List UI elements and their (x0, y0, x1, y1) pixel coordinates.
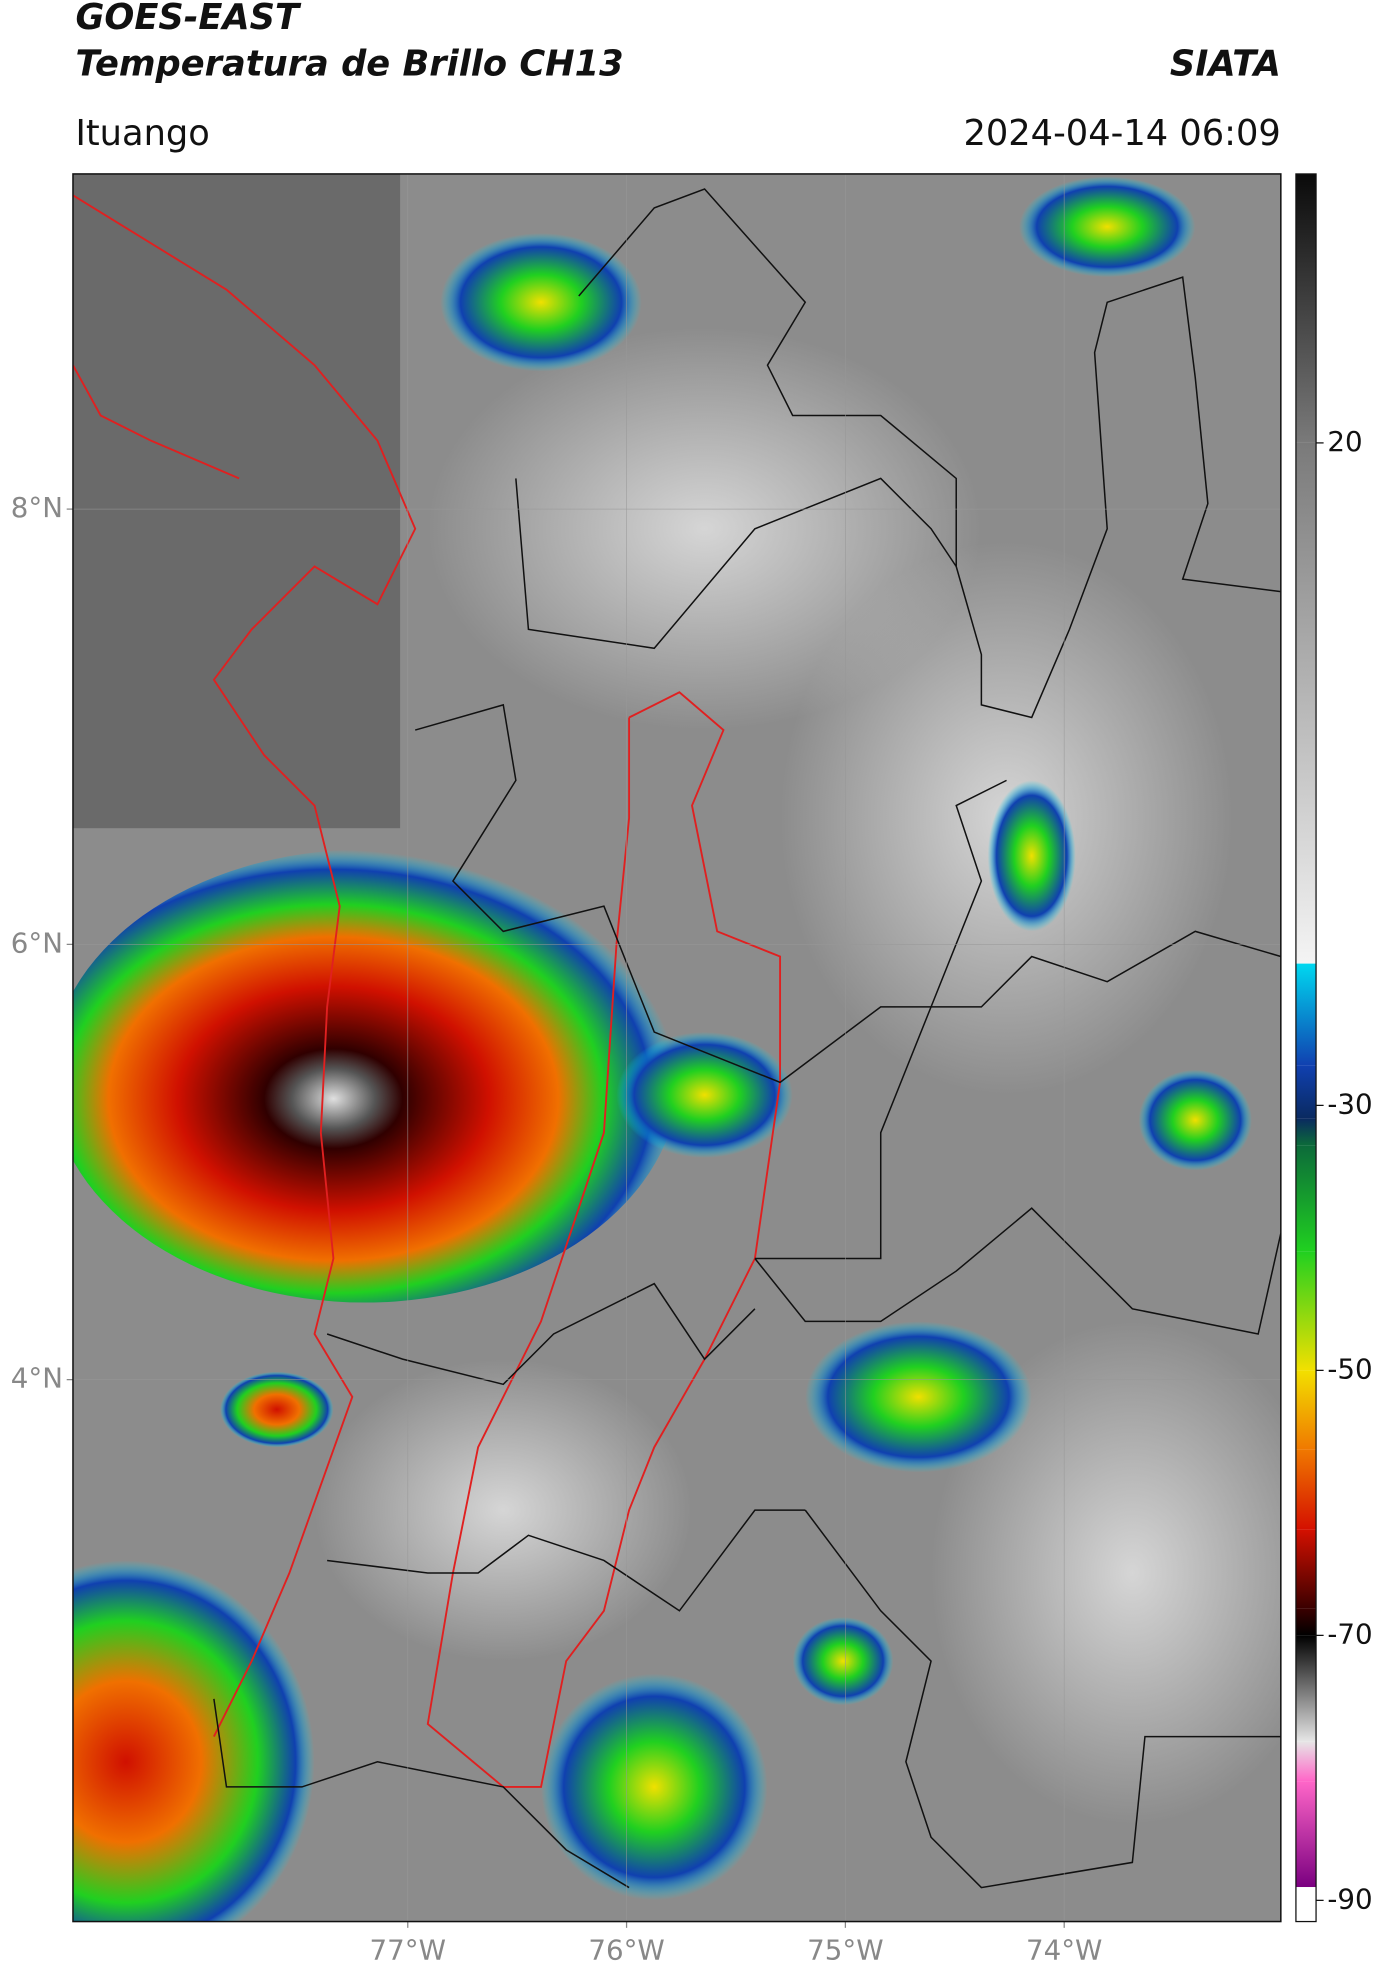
lat-tick-label: 4°N (11, 1362, 63, 1395)
border (754, 779, 1007, 1260)
lat-tick-label: 8°N (11, 491, 63, 524)
colorbar-segment (1295, 1118, 1317, 1146)
colorbar-tick-label: -90 (1327, 1882, 1372, 1915)
border (754, 1207, 1281, 1335)
colorbar-segment (1295, 963, 1317, 1066)
cloud (931, 1321, 1281, 1825)
storm (220, 1371, 334, 1448)
colorbar-segment (1295, 1529, 1317, 1609)
title: GOES-EAST (75, 0, 302, 38)
colorbar-frame (1295, 173, 1317, 1923)
colorbar-segment (1295, 1887, 1317, 1922)
storm (72, 1560, 315, 1922)
map-frame (72, 173, 1282, 1923)
border (326, 1282, 756, 1386)
colorbar-segment (1295, 173, 1317, 443)
colorbar-segment (1295, 1608, 1317, 1636)
colorbar-segment (1295, 1251, 1317, 1371)
storm (1138, 1069, 1252, 1171)
storm (541, 1673, 768, 1901)
colorbar-tick-label: -50 (1327, 1352, 1372, 1385)
colorbar-tick-label: -30 (1327, 1087, 1372, 1120)
lon-tick-label: 77°W (370, 1934, 446, 1967)
datetime: 2024-04-14 06:09 (963, 113, 1280, 154)
border (213, 1698, 630, 1889)
satellite-image (72, 173, 1281, 1922)
colorbar-segment (1295, 1370, 1317, 1450)
colorbar-tick-label: 20 (1327, 425, 1362, 458)
lat-tick-label: 6°N (11, 926, 63, 959)
lon-tick-label: 76°W (588, 1934, 664, 1967)
ocean-warm (72, 173, 401, 829)
colorbar-segment (1295, 1781, 1317, 1888)
storm (1019, 176, 1196, 278)
border (426, 691, 782, 1788)
colorbar-tick-label: -70 (1327, 1617, 1372, 1650)
lon-tick-label: 75°W (807, 1934, 883, 1967)
colorbar-segment (1295, 442, 1317, 964)
storm (792, 1617, 894, 1706)
storm (72, 849, 680, 1303)
colorbar-segment (1295, 1635, 1317, 1742)
colorbar-segment (1295, 1449, 1317, 1530)
grid: 8°N 6°N 4°N 77°W 76°W 75°W 74°W (11, 173, 1281, 1967)
border (72, 194, 417, 1738)
border (327, 1509, 806, 1612)
border (578, 188, 1281, 719)
border (515, 477, 957, 650)
lon-tick-label: 74°W (1026, 1934, 1102, 1967)
subtitle: Temperatura de Brillo CH13 (75, 44, 623, 85)
cloud (314, 1359, 692, 1662)
colorbar-segment (1295, 1145, 1317, 1252)
storm (987, 780, 1076, 932)
border (414, 703, 1281, 1084)
storm (440, 233, 642, 372)
storm (805, 1321, 1032, 1473)
border (804, 1509, 1281, 1889)
source: SIATA (1170, 44, 1281, 85)
location: Ituango (75, 113, 209, 154)
storm (616, 1032, 793, 1158)
border (72, 364, 240, 480)
colorbar-segment (1295, 1741, 1317, 1782)
colorbar-segment (1295, 1065, 1317, 1119)
colorbar: 20 -30 -50 -70 -90 (1295, 173, 1373, 1923)
